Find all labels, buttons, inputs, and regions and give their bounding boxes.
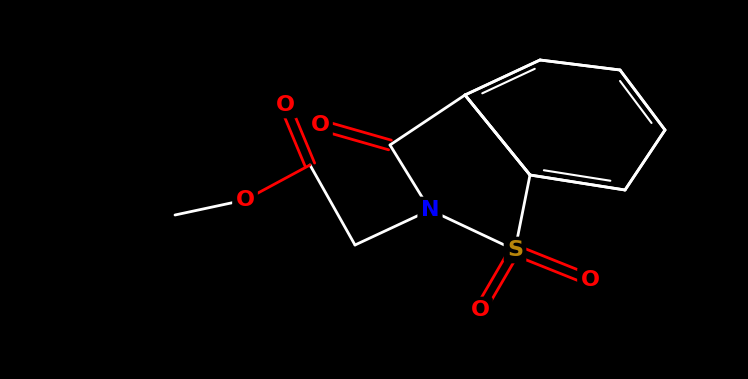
Text: N: N: [420, 200, 439, 220]
Text: O: O: [470, 300, 489, 320]
Text: O: O: [310, 115, 330, 135]
Text: O: O: [275, 95, 295, 115]
Text: O: O: [580, 270, 599, 290]
Text: O: O: [236, 190, 254, 210]
Text: S: S: [507, 240, 523, 260]
